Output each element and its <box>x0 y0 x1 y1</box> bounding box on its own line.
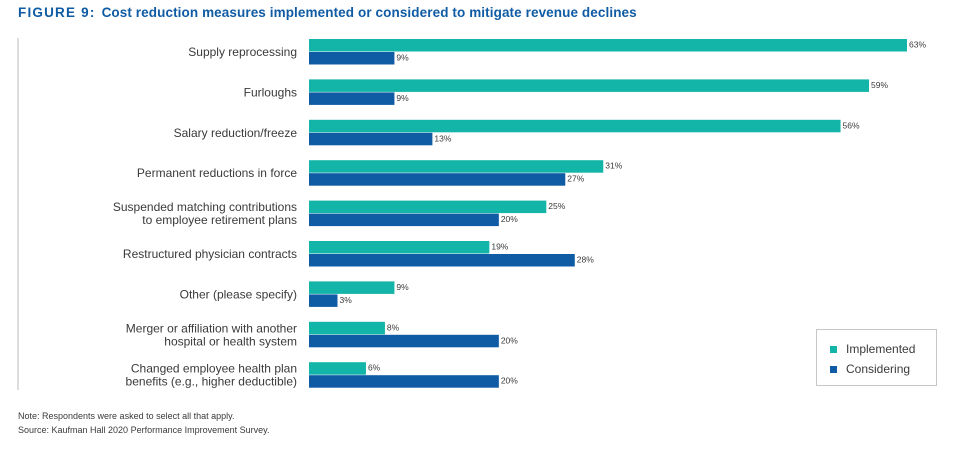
bar-considering <box>309 254 575 267</box>
figure-label: FIGURE 9: <box>18 5 96 20</box>
data-label-implemented: 31% <box>605 161 622 171</box>
category-label: Permanent reductions in force <box>137 166 297 180</box>
category-label: Supply reprocessing <box>188 45 297 59</box>
bar-implemented <box>309 119 841 133</box>
bar-implemented <box>309 281 395 294</box>
bar-considering <box>309 52 395 65</box>
data-label-implemented: 63% <box>909 40 926 50</box>
category-label: Merger or affiliation with another <box>126 321 297 335</box>
bar-implemented <box>309 79 870 92</box>
category-label: to employee retirement plans <box>142 213 297 227</box>
data-label-considering: 13% <box>434 133 451 143</box>
data-label-implemented: 19% <box>491 242 508 252</box>
chart-legend: Implemented Considering <box>816 329 937 386</box>
data-label-implemented: 9% <box>396 282 409 292</box>
bar-considering <box>309 132 433 146</box>
category-label: Suspended matching contributions <box>113 200 297 214</box>
category-label: benefits (e.g., higher deductible) <box>126 375 297 389</box>
data-label-considering: 20% <box>501 376 518 386</box>
bar-implemented <box>309 241 490 254</box>
bar-considering <box>309 173 566 186</box>
data-label-considering: 20% <box>501 335 518 345</box>
data-label-considering: 9% <box>396 53 409 63</box>
figure-title: FIGURE 9: Cost reduction measures impleme… <box>18 5 637 20</box>
chart-source: Source: Kaufman Hall 2020 Performance Im… <box>18 425 270 435</box>
category-label: Furloughs <box>244 85 297 99</box>
bar-implemented <box>309 200 547 214</box>
legend-item-considering: Considering <box>830 362 910 376</box>
legend-label-considering: Considering <box>846 362 911 376</box>
data-label-implemented: 6% <box>368 363 381 373</box>
bar-considering <box>309 92 395 105</box>
category-label: Other (please specify) <box>180 287 297 301</box>
data-label-considering: 9% <box>396 93 409 103</box>
legend-swatch-implemented <box>830 345 837 353</box>
bar-implemented <box>309 39 907 52</box>
bar-considering <box>309 375 499 388</box>
category-label: Restructured physician contracts <box>123 247 297 261</box>
data-label-considering: 27% <box>567 174 584 184</box>
category-label: Salary reduction/freeze <box>174 126 298 140</box>
bar-implemented <box>309 362 366 375</box>
bar-implemented <box>309 160 604 173</box>
bar-considering <box>309 334 499 348</box>
data-label-considering: 28% <box>577 255 594 265</box>
chart-note: Note: Respondents were asked to select a… <box>18 411 235 421</box>
bar-considering <box>309 294 338 307</box>
category-label: Changed employee health plan <box>131 362 297 376</box>
category-label: hospital or health system <box>164 334 297 348</box>
legend-item-implemented: Implemented <box>830 342 915 356</box>
legend-label-implemented: Implemented <box>846 342 916 356</box>
data-label-implemented: 8% <box>387 322 400 332</box>
data-label-implemented: 25% <box>548 201 565 211</box>
data-label-considering: 3% <box>339 295 352 305</box>
figure-title-text: Cost reduction measures implemented or c… <box>101 5 637 20</box>
bar-considering <box>309 213 499 227</box>
legend-swatch-considering <box>830 365 837 373</box>
data-label-implemented: 59% <box>871 80 888 90</box>
bar-implemented <box>309 321 385 335</box>
data-label-considering: 20% <box>501 214 518 224</box>
data-label-implemented: 56% <box>843 120 860 130</box>
